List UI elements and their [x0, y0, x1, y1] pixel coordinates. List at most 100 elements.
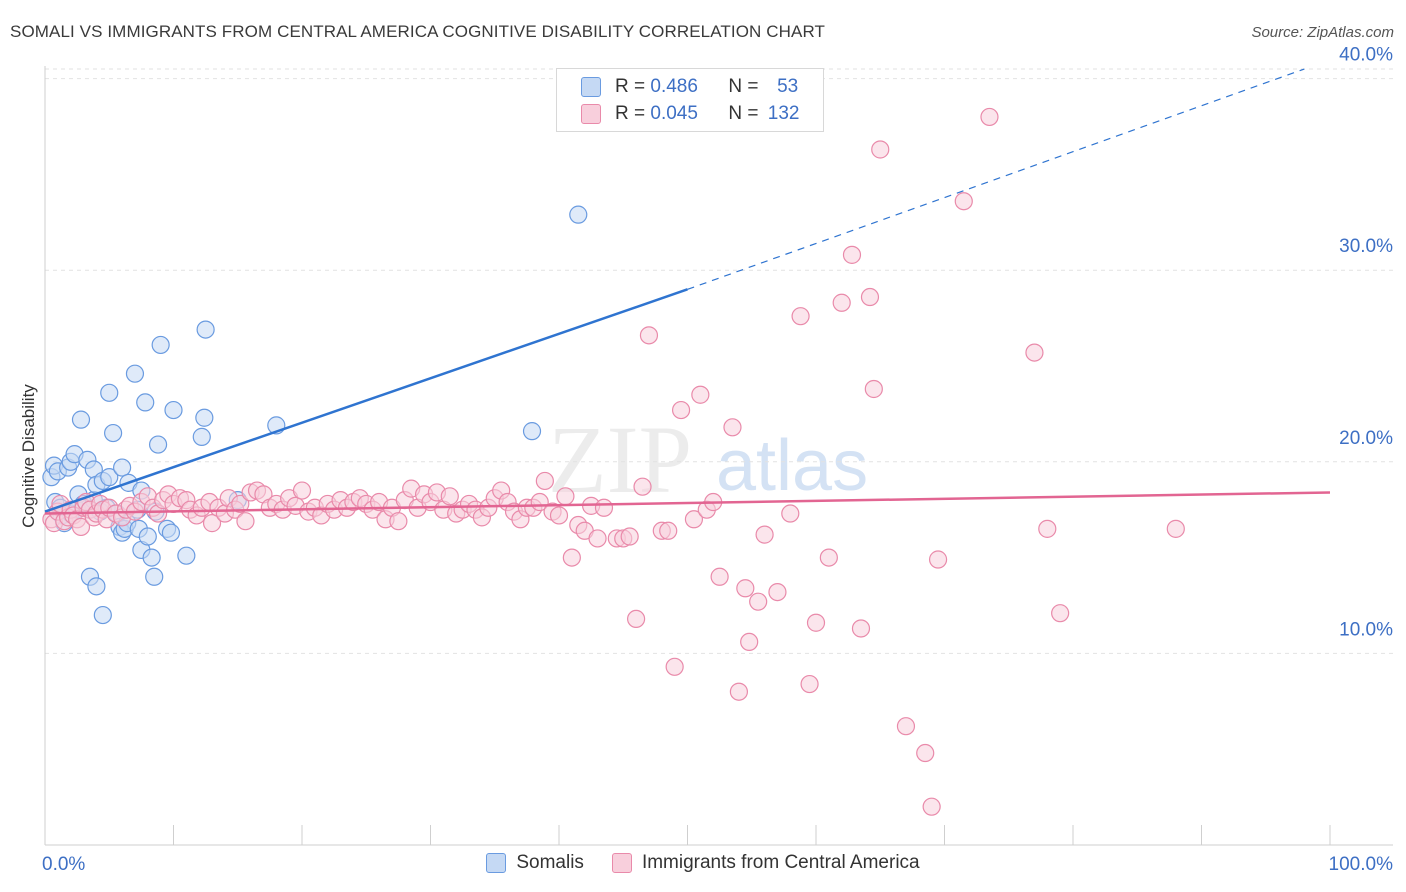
central-america-point: [535, 471, 554, 491]
central-america-point: [556, 487, 575, 506]
somalis-legend-label: Somalis: [516, 852, 584, 873]
y-tick-label: 20.0%: [1339, 428, 1393, 449]
axes: [44, 66, 1393, 846]
somalis-swatch: [581, 77, 601, 97]
legend-n-value: 132: [767, 103, 800, 124]
somalis-point: [145, 567, 164, 586]
central-america-point: [389, 512, 408, 531]
central-america-point: [620, 527, 639, 546]
central-america-point: [842, 245, 862, 264]
central-america-point: [871, 140, 890, 159]
legend-r-value: 0.045: [650, 103, 698, 124]
somalis-point: [142, 548, 161, 567]
central-america-legend-swatch: [611, 853, 632, 873]
legend-row-somalis: R = 0.486 N = 53: [581, 74, 798, 100]
central-america-point: [549, 506, 569, 525]
tick-labels: 10.0% 20.0% 30.0% 40.0% 0.0% 100.0%: [42, 45, 1393, 875]
central-america-point: [749, 592, 768, 611]
somalis-point: [177, 546, 196, 565]
central-america-point: [980, 107, 999, 127]
central-america-point: [916, 743, 935, 763]
somalis-point: [522, 422, 542, 441]
somalis-point: [138, 527, 157, 546]
central-america-point: [1025, 343, 1044, 362]
somalis-points: [42, 205, 588, 625]
somalis-point: [112, 458, 132, 477]
central-america-point: [684, 510, 704, 529]
legend-n-label: N =: [728, 103, 759, 124]
somalis-trend-extension: [687, 68, 1305, 290]
source-credit: Source: ZipAtlas.com: [1251, 24, 1394, 41]
central-america-point: [71, 517, 91, 537]
central-america-point: [896, 717, 916, 736]
central-america-point: [781, 504, 800, 523]
legend-item-somalis[interactable]: Somalis: [486, 852, 584, 874]
correlation-legend: R = 0.486 N = 53 R = 0.045 N = 132: [556, 68, 824, 132]
legend-n-label: N =: [728, 76, 759, 97]
legend-n-value: 53: [777, 76, 799, 97]
somalis-trend-line: [44, 288, 688, 513]
somalis-legend-swatch: [486, 853, 507, 873]
watermark-atlas: atlas: [716, 426, 868, 506]
central-america-point: [202, 514, 222, 533]
central-america-point: [1051, 604, 1070, 623]
central-america-point: [594, 498, 614, 517]
trend-lines: [44, 68, 1331, 515]
central-america-point: [860, 287, 880, 307]
central-america-point: [806, 613, 826, 632]
somalis-point: [192, 427, 211, 446]
central-america-point: [626, 609, 646, 629]
central-america-point: [723, 418, 742, 437]
somalis-point: [125, 364, 145, 383]
somalis-point: [148, 435, 168, 454]
legend-row-central-america: R = 0.045 N = 132: [581, 101, 799, 127]
central-america-point: [588, 529, 607, 548]
somalis-point: [161, 523, 181, 542]
central-america-point: [954, 192, 973, 211]
somalis-point: [71, 410, 91, 429]
somalis-point: [196, 320, 215, 339]
central-america-point: [736, 579, 755, 598]
central-america-point: [665, 657, 684, 676]
central-america-point: [729, 682, 749, 701]
somalis-point: [136, 393, 155, 412]
somalis-point: [100, 468, 119, 487]
somalis-point: [87, 577, 106, 596]
central-america-point: [928, 550, 948, 569]
central-america-point: [832, 293, 851, 312]
y-tick-label: 30.0%: [1339, 236, 1393, 257]
central-america-point: [740, 632, 759, 652]
central-america-point: [440, 487, 459, 506]
central-america-point: [755, 525, 774, 544]
central-america-point: [236, 512, 255, 531]
central-america-point: [710, 567, 729, 586]
central-america-point: [691, 385, 710, 404]
central-america-point: [562, 548, 581, 567]
central-america-point: [800, 674, 819, 694]
x-tick-label: 0.0%: [42, 854, 85, 875]
somalis-point: [164, 400, 183, 420]
central-america-point: [1038, 519, 1057, 538]
central-america-point: [292, 481, 312, 500]
somalis-point: [100, 383, 119, 402]
central-america-point: [768, 582, 787, 602]
central-america-point: [864, 379, 883, 399]
central-america-point: [659, 521, 678, 540]
somalis-point: [151, 335, 170, 355]
chart-title: SOMALI VS IMMIGRANTS FROM CENTRAL AMERIC…: [10, 22, 825, 41]
central-america-point: [231, 494, 250, 514]
gridlines: [45, 68, 1393, 654]
legend-item-central-america[interactable]: Immigrants from Central America: [611, 852, 920, 874]
series-legend: Somalis Immigrants from Central America: [0, 852, 1406, 874]
y-axis-label: Cognitive Disability: [19, 384, 38, 528]
central-america-point: [851, 619, 871, 638]
somalis-point: [93, 605, 112, 625]
y-tick-label: 40.0%: [1339, 45, 1393, 66]
central-america-point: [671, 400, 691, 420]
legend-r-label: R =: [615, 103, 646, 124]
somalis-point: [569, 205, 588, 224]
central-america-point: [819, 548, 838, 567]
legend-r-label: R =: [615, 76, 646, 97]
central-america-swatch: [581, 104, 601, 124]
